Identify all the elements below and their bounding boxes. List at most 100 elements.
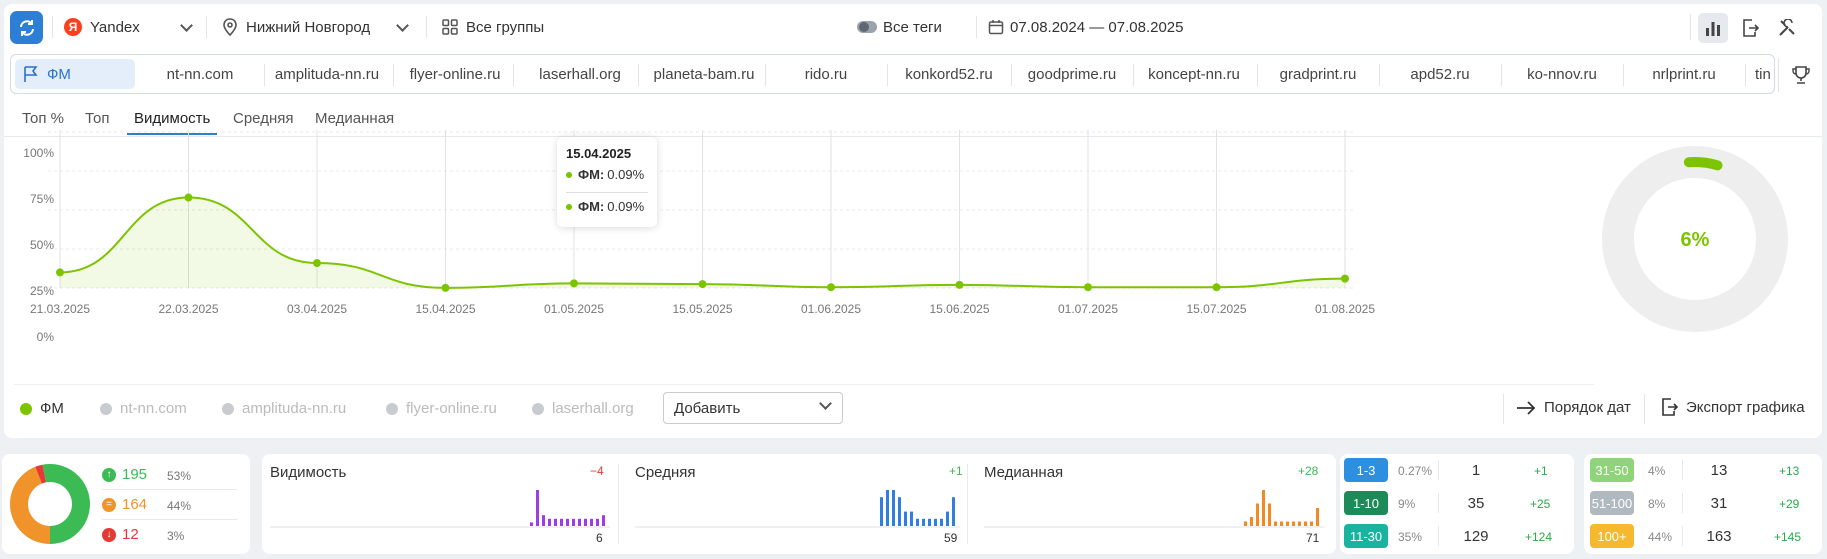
- site-tab[interactable]: apd52.ru: [1410, 65, 1470, 83]
- sparkline-bar: [1274, 521, 1277, 526]
- sparkline-bar: [910, 511, 913, 526]
- site-tab[interactable]: flyer-online.ru: [409, 65, 501, 83]
- data-point[interactable]: [56, 268, 64, 277]
- metric-average[interactable]: Средняя +1 59: [635, 464, 963, 545]
- x-tick-label: 03.04.2025: [286, 302, 348, 316]
- x-tick-label: 01.08.2025: [1314, 302, 1376, 316]
- tools-button[interactable]: [1772, 13, 1802, 43]
- x-tick-label: 15.05.2025: [672, 302, 733, 316]
- data-point[interactable]: [827, 283, 835, 292]
- data-point[interactable]: [955, 280, 964, 289]
- add-site-select[interactable]: Добавить: [663, 392, 843, 424]
- sparkline-bar: [584, 518, 587, 526]
- data-point[interactable]: [1341, 274, 1349, 283]
- distribution-card: ↑ 195 53% = 164 44% ↓ 12 3%: [2, 454, 250, 554]
- data-point[interactable]: [184, 193, 193, 202]
- tab-median[interactable]: Медианная: [315, 110, 395, 127]
- date-order-button[interactable]: Порядок дат: [1516, 399, 1631, 416]
- yandex-logo-icon: Я: [64, 18, 82, 36]
- rank-badge: 1-10: [1344, 491, 1388, 515]
- trophy-button[interactable]: [1786, 60, 1816, 90]
- sparkline-bar: [1298, 521, 1301, 526]
- metrics-card: Видимость −4 6 Средняя +1 59 Медианная +…: [262, 454, 1336, 554]
- site-tab[interactable]: rido.ru: [804, 65, 848, 83]
- tab-visibility[interactable]: Видимость: [134, 110, 211, 127]
- site-tab-fm[interactable]: ФМ: [15, 59, 135, 89]
- y-tick-label: 25%: [29, 284, 54, 298]
- site-tab[interactable]: laserhall.org: [539, 65, 621, 83]
- legend-item[interactable]: flyer-online.ru: [386, 400, 497, 417]
- sparkline-bar: [1310, 521, 1313, 526]
- distribution-row-same: = 164: [102, 496, 147, 513]
- chevron-down-icon: [396, 18, 410, 32]
- site-tab[interactable]: gradprint.ru: [1279, 65, 1357, 83]
- site-tab[interactable]: planeta-bam.ru: [653, 65, 755, 83]
- legend-item[interactable]: amplituda-nn.ru: [222, 400, 346, 417]
- sparkline-bar: [572, 518, 575, 526]
- data-point[interactable]: [698, 280, 707, 289]
- site-tab[interactable]: nt-nn.com: [166, 65, 234, 83]
- site-tab[interactable]: tin: [1755, 65, 1771, 83]
- trophy-icon: [1792, 66, 1810, 84]
- legend-item[interactable]: laserhall.org: [532, 400, 634, 417]
- data-point[interactable]: [313, 259, 321, 268]
- metric-median[interactable]: Медианная +28 71: [976, 454, 1331, 554]
- tooltip-date: 15.04.2025: [566, 146, 632, 161]
- chart-tooltip: 15.04.2025 ФМ: 0.09% ФМ: 0.09%: [557, 137, 657, 227]
- search-engine-select[interactable]: Я Yandex: [64, 4, 193, 50]
- tab-average[interactable]: Средняя: [233, 110, 294, 127]
- site-tab[interactable]: nrlprint.ru: [1652, 65, 1716, 83]
- export-button[interactable]: [1735, 13, 1765, 43]
- arrow-right-icon: [1517, 400, 1536, 415]
- sparkline-bar: [596, 518, 599, 526]
- tab-top-percent[interactable]: Топ %: [22, 110, 64, 127]
- sparkline-bar: [1262, 490, 1265, 526]
- date-range-picker[interactable]: 07.08.2024 — 07.08.2025: [988, 4, 1183, 50]
- export-chart-button[interactable]: Экспорт графика: [1660, 398, 1805, 416]
- export-icon: [1743, 19, 1759, 37]
- site-tab[interactable]: ko-nnov.ru: [1527, 65, 1597, 83]
- sparkline-bar: [1316, 508, 1319, 526]
- chart-card: Топ % Топ Видимость Средняя Медианная 10…: [4, 102, 1822, 438]
- distribution-donut: [10, 464, 90, 544]
- site-tab[interactable]: goodprime.ru: [1027, 65, 1117, 83]
- sparkline-bar: [886, 490, 889, 526]
- chevron-down-icon: [179, 18, 193, 32]
- sparkline-bar: [1244, 521, 1247, 526]
- data-point[interactable]: [1084, 283, 1092, 292]
- site-tab[interactable]: koncept-nn.ru: [1148, 65, 1240, 83]
- rank-badge: 11-30: [1344, 524, 1388, 548]
- sparkline-bar: [940, 518, 943, 526]
- site-tab[interactable]: konkord52.ru: [905, 65, 993, 83]
- chart-view-button[interactable]: [1698, 13, 1728, 43]
- sparkline-bar: [922, 518, 925, 526]
- median-sparkline: [984, 490, 1324, 528]
- rank-badge: 31-50: [1590, 458, 1634, 482]
- x-tick-label: 22.03.2025: [158, 302, 219, 316]
- sparkline-bar: [1304, 521, 1307, 526]
- tools-icon: [1779, 19, 1795, 36]
- legend-dot-icon: [386, 402, 398, 415]
- refresh-button[interactable]: [10, 11, 43, 44]
- legend-item[interactable]: ФМ: [20, 400, 64, 417]
- tab-top[interactable]: Топ: [85, 110, 110, 127]
- groups-select[interactable]: Все группы: [442, 4, 544, 50]
- toggle-icon: [857, 21, 877, 33]
- sparkline-bar: [554, 518, 557, 526]
- sparkline-bar: [542, 515, 545, 526]
- arrow-up-icon: ↑: [102, 467, 116, 482]
- legend-item[interactable]: nt-nn.com: [100, 400, 187, 417]
- series-area: [60, 197, 1345, 288]
- site-tab[interactable]: amplituda-nn.ru: [274, 65, 380, 83]
- series-line: [59, 196, 1346, 289]
- data-point[interactable]: [441, 283, 450, 292]
- tags-filter[interactable]: Все теги: [857, 4, 942, 50]
- arrow-down-icon: ↓: [102, 527, 116, 542]
- data-point[interactable]: [1212, 283, 1221, 292]
- region-select[interactable]: Нижний Новгород: [222, 4, 410, 50]
- distribution-row-up: ↑ 195: [102, 466, 147, 483]
- sparkline-bar: [566, 518, 569, 526]
- chevron-down-icon: [819, 397, 832, 410]
- metric-visibility[interactable]: Видимость −4 6: [262, 454, 612, 554]
- data-point[interactable]: [570, 279, 578, 288]
